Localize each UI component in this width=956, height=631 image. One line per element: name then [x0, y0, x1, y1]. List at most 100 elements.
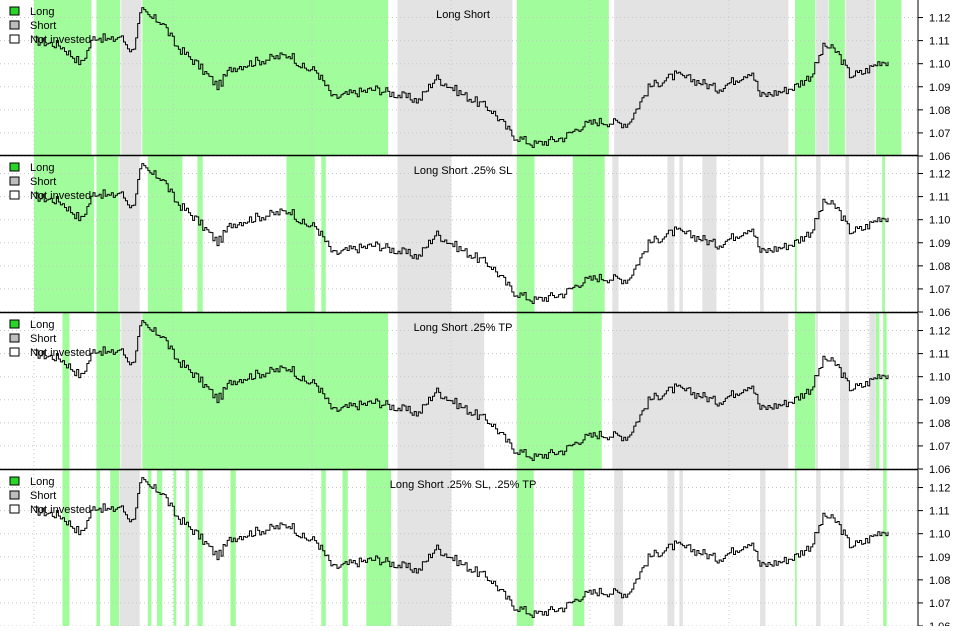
y-tick-label: 1.08: [929, 575, 950, 587]
short-period: [667, 156, 675, 312]
legend-short-swatch: [9, 20, 20, 30]
legend-long-swatch: [9, 162, 20, 172]
y-tick-label: 1.12: [929, 326, 950, 338]
long-period: [34, 156, 95, 312]
long-period: [875, 0, 902, 156]
y-tick-label: 1.07: [929, 441, 950, 453]
panel-3: 1.06 1.07 1.08 1.09 1.10 1.11 1.12 Long Short .…: [0, 313, 950, 476]
long-period: [173, 470, 177, 626]
short-period: [612, 156, 619, 312]
y-tick-label: 1.12: [929, 13, 950, 25]
long-period: [62, 470, 70, 626]
legend-not-invested-label: Not invested: [30, 504, 91, 516]
long-period: [96, 0, 121, 156]
legend-not-invested-swatch: [9, 504, 20, 514]
long-period: [142, 313, 389, 469]
y-tick-label: 1.07: [929, 598, 950, 610]
long-period: [62, 313, 70, 469]
short-period: [840, 470, 844, 626]
long-period: [34, 0, 92, 156]
short-period: [614, 470, 624, 626]
panel-2: 1.06 1.07 1.08 1.09 1.10 1.11 1.12 Long Short .…: [0, 156, 950, 319]
y-tick-label: 1.08: [929, 261, 950, 273]
long-period: [795, 313, 816, 469]
legend-long-label: Long: [30, 319, 54, 331]
long-period: [197, 470, 203, 626]
long-period: [516, 470, 534, 626]
short-period: [816, 156, 821, 312]
legend-long-swatch: [9, 6, 20, 16]
legend-long-label: Long: [30, 6, 54, 18]
legend-not-invested-swatch: [9, 190, 20, 200]
legend-short-label: Short: [30, 176, 56, 188]
price-series: [34, 163, 889, 304]
legend-not-invested-label: Not invested: [30, 347, 91, 359]
y-tick-label: 1.06: [929, 464, 950, 476]
short-period: [667, 470, 675, 626]
short-period: [614, 0, 789, 156]
panel-4: 1.06 1.07 1.08 1.09 1.10 1.11 1.12 Long Short .…: [0, 470, 950, 631]
long-period: [96, 313, 121, 469]
y-tick-label: 1.11: [929, 36, 950, 48]
short-period: [816, 313, 818, 469]
short-period: [397, 156, 452, 312]
y-tick-label: 1.10: [929, 529, 950, 541]
legend-long-label: Long: [30, 162, 54, 174]
long-period: [883, 470, 887, 626]
long-period: [516, 313, 602, 469]
long-period: [366, 470, 392, 626]
long-period: [321, 156, 326, 312]
y-tick-label: 1.10: [929, 372, 950, 384]
short-period: [679, 156, 683, 312]
y-tick-label: 1.09: [929, 238, 950, 250]
y-tick-label: 1.09: [929, 552, 950, 564]
long-period: [157, 470, 163, 626]
short-period: [397, 313, 485, 469]
long-period: [142, 0, 389, 156]
legend-short-label: Short: [30, 333, 56, 345]
long-period: [795, 156, 797, 312]
long-period: [230, 470, 236, 626]
legend-short-swatch: [9, 333, 20, 343]
long-period: [572, 470, 585, 626]
legend-not-invested-swatch: [9, 347, 20, 357]
long-period: [321, 470, 326, 626]
panel-1: 1.06 1.07 1.08 1.09 1.10 1.11 1.12 Long Short Lo…: [0, 0, 950, 163]
short-period: [121, 313, 142, 469]
short-period: [119, 470, 140, 626]
long-period: [795, 470, 797, 626]
short-period: [679, 470, 683, 626]
legend-short-label: Short: [30, 490, 56, 502]
short-period: [816, 0, 829, 156]
long-period: [795, 0, 816, 156]
legend-not-invested-label: Not invested: [30, 190, 91, 202]
y-tick-label: 1.11: [929, 349, 950, 361]
legend-short-label: Short: [30, 20, 56, 32]
y-tick-label: 1.07: [929, 128, 950, 140]
short-period: [397, 470, 452, 626]
y-tick-label: 1.10: [929, 59, 950, 71]
y-tick-label: 1.10: [929, 215, 950, 227]
y-tick-label: 1.09: [929, 82, 950, 94]
panel-title: Long Short: [436, 9, 490, 21]
y-tick-label: 1.12: [929, 169, 950, 181]
short-period: [760, 470, 766, 626]
short-period: [816, 470, 821, 626]
y-tick-label: 1.08: [929, 105, 950, 117]
short-period: [612, 313, 789, 469]
short-period: [119, 156, 140, 312]
legend-long-label: Long: [30, 476, 54, 488]
short-period: [840, 313, 849, 469]
price-series: [34, 7, 889, 148]
y-tick-label: 1.12: [929, 483, 950, 495]
y-tick-label: 1.07: [929, 284, 950, 296]
y-tick-label: 1.11: [929, 192, 950, 204]
legend-not-invested-label: Not invested: [30, 34, 91, 46]
short-period: [760, 156, 764, 312]
panel-title: Long Short .25% SL, .25% TP: [390, 479, 537, 491]
price-series: [34, 477, 889, 618]
long-period: [883, 313, 887, 469]
long-period: [516, 156, 535, 312]
